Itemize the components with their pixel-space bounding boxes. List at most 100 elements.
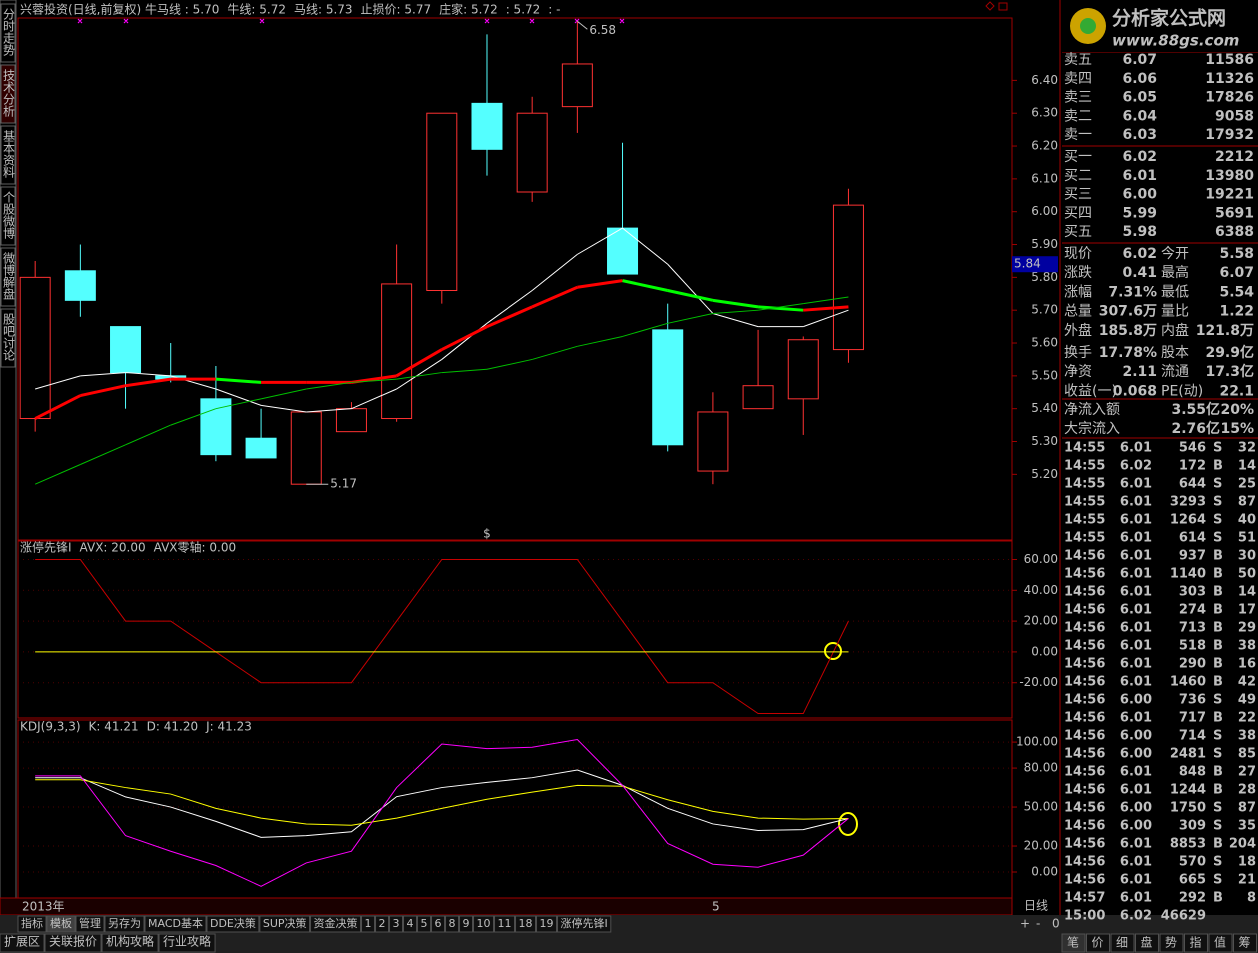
tab-label[interactable]: 6 [435,917,442,930]
quote-tab-label[interactable]: 价 [1091,936,1103,950]
quote-tab-label[interactable]: 指 [1189,935,1201,950]
quote-tab-label[interactable]: 细 [1116,936,1128,950]
quote-tab-label[interactable]: 笔 [1067,935,1079,950]
tab[interactable] [536,915,558,933]
quote-tab-label[interactable]: 盘 [1140,935,1152,950]
tab-label[interactable]: 4 [407,917,414,930]
flow-percent: 15% [1220,421,1254,437]
quote-tab[interactable] [1061,933,1086,953]
quote-tab[interactable] [1086,933,1110,953]
bottom-tab[interactable] [0,933,45,953]
trade-cell: 27 [1238,765,1256,780]
bottom-tab[interactable] [158,933,216,953]
quote-tab[interactable] [1135,933,1159,953]
quote-tab[interactable] [1184,933,1208,953]
bottom-tab-label[interactable]: 机构攻略 [106,934,154,949]
indicator-line [35,738,849,887]
tab[interactable] [459,915,474,933]
trade-cell: 6.00 [1120,747,1152,762]
tab-label[interactable]: 10 [477,917,491,930]
tab[interactable] [515,915,537,933]
quote-tab-label[interactable]: 势 [1165,936,1177,950]
tab-label[interactable]: 18 [519,917,533,930]
tab-label[interactable]: 1 [365,917,372,930]
tab-label[interactable]: 9 [463,917,470,930]
tab[interactable] [403,915,418,933]
tab-label[interactable]: DDE决策 [210,916,256,930]
tab-label[interactable]: 8 [449,917,456,930]
tab[interactable] [46,915,76,933]
quote-tab[interactable] [1208,933,1233,953]
tab-label[interactable]: 2 [379,917,386,930]
tab[interactable] [361,915,376,933]
trade-cell: 6.00 [1120,801,1152,816]
tab-label[interactable]: MACD基本 [148,916,203,930]
ma-line [125,372,171,377]
bottom-tab-label[interactable]: 行业攻略 [163,934,211,949]
quote-tab-label[interactable]: 值 [1214,935,1226,950]
tab[interactable] [144,915,207,933]
ma-line [577,335,623,347]
ma-line [215,388,262,406]
quote-tab-label[interactable]: 筹 [1238,936,1250,950]
tab[interactable] [473,915,495,933]
sidebar-tab[interactable] [0,308,16,368]
tab[interactable] [445,915,460,933]
tab-label[interactable]: 管理 [79,916,101,930]
bottom-tab[interactable] [101,933,159,953]
ma-line [260,388,307,400]
stat-value: 7.31% [1108,284,1157,300]
stat-label: 涨跌 [1064,265,1092,281]
quote-tab[interactable] [1159,933,1184,953]
candle-body [335,408,367,433]
sidebar-tab[interactable] [0,64,16,124]
sidebar-tab[interactable] [0,125,16,185]
tab[interactable] [17,915,47,933]
sidebar-tab[interactable] [0,186,16,246]
bottom-tab[interactable] [44,933,102,953]
trade-cell: 1460 [1170,675,1206,690]
tab[interactable] [431,915,446,933]
trade-cell: 14:56 [1064,675,1105,690]
tab-label[interactable]: 涨停先锋I [561,916,608,930]
tab-label[interactable]: SUP决策 [263,916,307,930]
tab[interactable] [375,915,390,933]
tab-label[interactable]: 指标 [21,916,43,930]
tab[interactable] [494,915,516,933]
control[interactable]: - [1036,917,1040,931]
tab[interactable] [557,915,612,933]
tab[interactable] [206,915,260,933]
tab-label[interactable]: 5 [421,917,428,930]
y-tick-label: 50.00 [1024,800,1058,814]
quote-tab[interactable] [1110,933,1135,953]
bottom-tab-label[interactable]: 关联报价 [49,934,97,949]
tab[interactable] [389,915,404,933]
trade-cell: S [1213,729,1222,744]
tab-label[interactable]: 19 [540,917,554,930]
tab-label[interactable]: 3 [393,917,400,930]
tab[interactable] [259,915,311,933]
tab-label[interactable]: 11 [498,917,512,930]
stat-label: 换手 [1064,344,1092,361]
y-tick-label: 5.80 [1031,270,1058,284]
ma-line [532,345,578,360]
sidebar-tab[interactable] [0,247,16,307]
tab[interactable] [104,915,145,933]
quote-tab[interactable] [1233,933,1257,953]
tab-label[interactable]: 模板 [50,916,72,930]
bottom-tab-label[interactable]: 扩展区 [4,935,40,949]
tab-label[interactable]: 另存为 [108,916,141,930]
tab[interactable] [417,915,432,933]
trade-cell: 14:55 [1064,495,1105,510]
tab-label[interactable]: 资金决策 [314,916,358,930]
tab[interactable] [310,915,362,933]
trade-cell: 14:56 [1064,729,1105,744]
y-tick-label: 100.00 [1016,735,1058,749]
trade-cell: 1750 [1170,801,1206,816]
control[interactable]: + [1020,917,1030,931]
tab[interactable] [75,915,105,933]
period-label[interactable]: 日线 [1024,899,1048,913]
control[interactable]: 0 [1052,917,1060,931]
sidebar-tab[interactable] [0,3,16,63]
candle-body [516,112,548,193]
